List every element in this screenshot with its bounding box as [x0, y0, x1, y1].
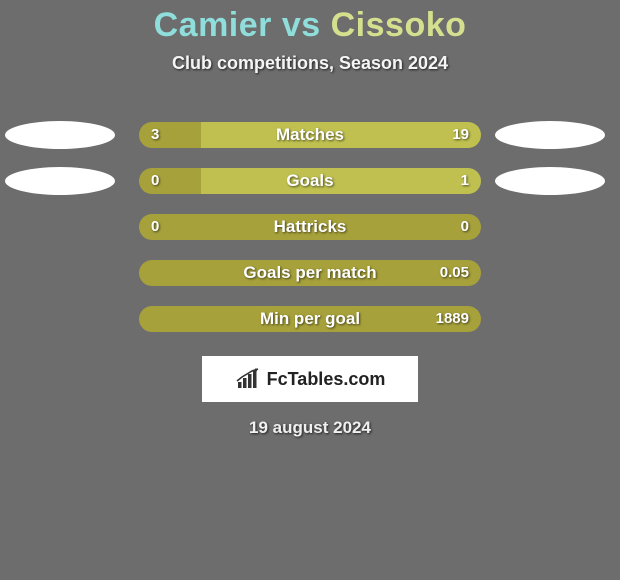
stat-bar: 1889Min per goal [139, 306, 481, 332]
right-oval [495, 121, 605, 149]
stat-row: 1889Min per goal [0, 306, 620, 332]
logo-text: FcTables.com [267, 369, 386, 390]
right-oval [495, 167, 605, 195]
player2-name: Cissoko [331, 6, 467, 44]
stat-label: Goals [139, 168, 481, 194]
stat-label: Matches [139, 122, 481, 148]
stat-label: Hattricks [139, 214, 481, 240]
vs-text: vs [282, 6, 321, 44]
left-oval [5, 167, 115, 195]
stat-bar: 319Matches [139, 122, 481, 148]
stat-row: 01Goals [0, 168, 620, 194]
title: Camier vs Cissoko [0, 0, 620, 45]
left-oval [5, 121, 115, 149]
stat-bar: 01Goals [139, 168, 481, 194]
stat-bar: 00Hattricks [139, 214, 481, 240]
comparison-card: Camier vs Cissoko Club competitions, Sea… [0, 0, 620, 580]
date-text: 19 august 2024 [0, 418, 620, 438]
stat-row: 319Matches [0, 122, 620, 148]
player1-name: Camier [154, 6, 272, 44]
stats-list: 319Matches 01Goals 00Hattricks 0.05Goals pe… [0, 122, 620, 332]
chart-icon [235, 368, 261, 390]
stat-row: 0.05Goals per match [0, 260, 620, 286]
stat-bar: 0.05Goals per match [139, 260, 481, 286]
stat-label: Goals per match [139, 260, 481, 286]
stat-row: 00Hattricks [0, 214, 620, 240]
logo-box: FcTables.com [202, 356, 418, 402]
stat-label: Min per goal [139, 306, 481, 332]
subtitle: Club competitions, Season 2024 [0, 53, 620, 74]
